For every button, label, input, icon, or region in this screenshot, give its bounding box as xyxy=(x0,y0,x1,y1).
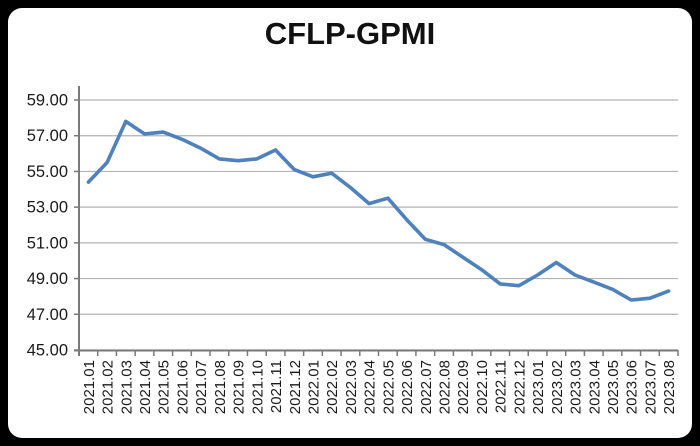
x-tick-label: 2023.04 xyxy=(586,360,603,414)
gpmi-series-line xyxy=(86,119,671,302)
x-tick-label: 2023.07 xyxy=(642,360,659,414)
y-tick-label: 53.00 xyxy=(27,199,68,217)
x-tick-label: 2021.02 xyxy=(100,360,117,414)
x-tick-label: 2021.06 xyxy=(175,360,192,414)
x-tick-label: 2021.07 xyxy=(193,360,210,414)
x-tick-label: 2021.01 xyxy=(81,360,98,414)
x-tick-label: 2022.08 xyxy=(437,360,454,414)
chart-title: CFLP-GPMI xyxy=(264,16,436,51)
x-tick-label: 2023.06 xyxy=(624,360,641,414)
x-tick-label: 2022.01 xyxy=(306,360,323,414)
y-tick-label: 49.00 xyxy=(27,270,68,288)
x-tick-label: 2023.02 xyxy=(549,360,566,414)
x-tick-label: 2021.04 xyxy=(137,360,154,414)
x-tick-label: 2022.09 xyxy=(455,360,472,414)
x-tick-label: 2022.11 xyxy=(493,360,510,413)
x-axis-labels: 2021.01 2021.02 2021.03 2021.04 2021.05 2021.… xyxy=(81,360,678,414)
axes xyxy=(74,86,679,356)
x-tick-label: 2022.05 xyxy=(380,360,397,414)
y-axis-labels: 59.00 57.00 55.00 53.00 51.00 49.00 47.00 45.00 xyxy=(27,92,68,360)
y-tick-label: 51.00 xyxy=(27,234,68,252)
y-tick-label: 45.00 xyxy=(27,342,68,360)
x-tick-label: 2021.12 xyxy=(287,360,304,414)
x-tick-label: 2022.02 xyxy=(324,360,341,414)
chart-card xyxy=(8,8,692,438)
x-tick-label: 2022.10 xyxy=(474,360,491,414)
x-tick-label: 2021.11 xyxy=(268,360,285,413)
x-tick-label: 2023.01 xyxy=(530,360,547,414)
y-tick-label: 59.00 xyxy=(27,92,68,110)
x-tick-label: 2021.09 xyxy=(231,360,248,414)
x-tick-label: 2022.06 xyxy=(399,360,416,414)
x-tick-label: 2023.03 xyxy=(568,360,585,414)
x-tick-label: 2023.08 xyxy=(661,360,678,414)
x-tick-label: 2021.05 xyxy=(156,360,173,414)
x-tick-label: 2022.04 xyxy=(362,360,379,414)
y-tick-label: 47.00 xyxy=(27,306,68,324)
y-tick-label: 55.00 xyxy=(27,163,68,181)
y-tick-label: 57.00 xyxy=(27,127,68,145)
x-tick-label: 2021.08 xyxy=(212,360,229,414)
x-tick-label: 2023.05 xyxy=(605,360,622,414)
x-tick-label: 2021.10 xyxy=(249,360,266,414)
gridlines xyxy=(79,99,678,351)
x-tick-label: 2022.12 xyxy=(511,360,528,414)
x-tick-label: 2021.03 xyxy=(118,360,135,414)
x-tick-label: 2022.07 xyxy=(418,360,435,414)
x-tick-label: 2022.03 xyxy=(343,360,360,414)
